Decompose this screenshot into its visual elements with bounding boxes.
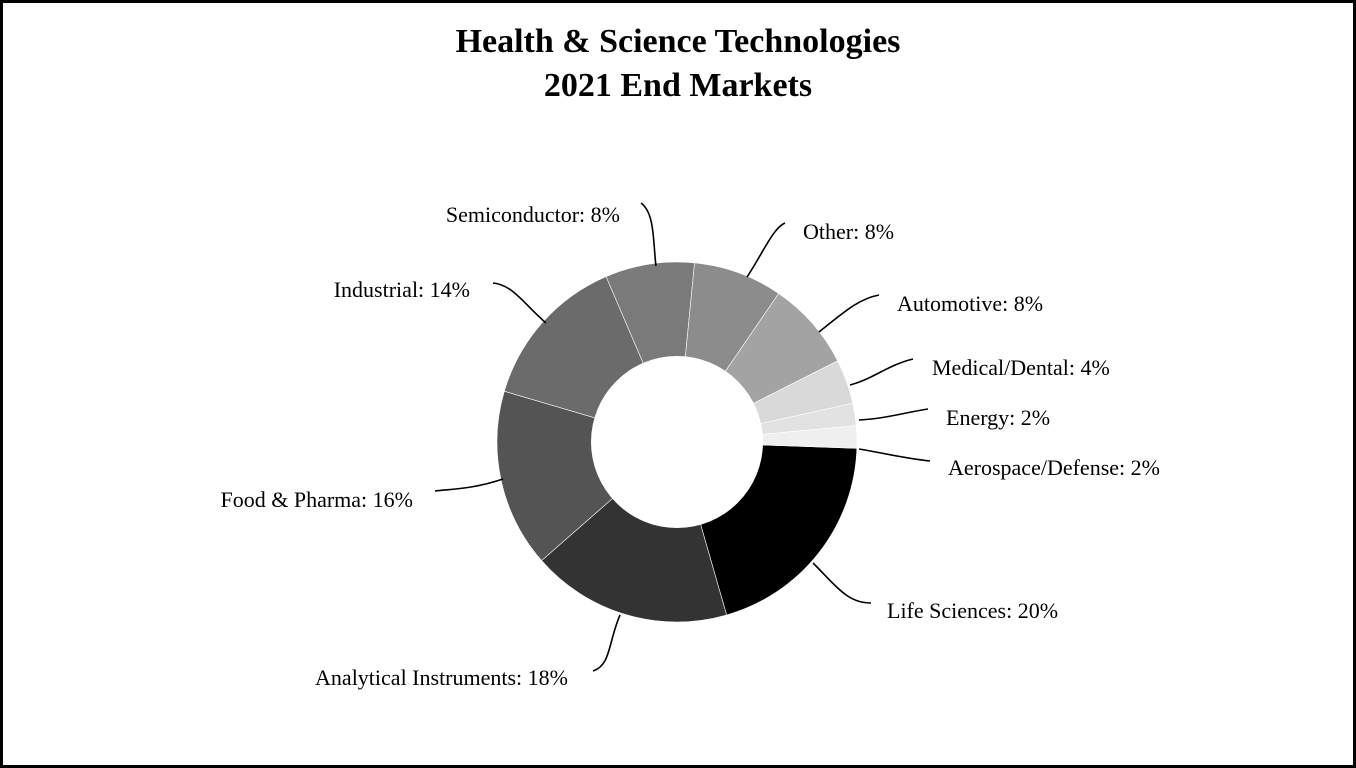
leader-line-semiconductor (640, 202, 657, 267)
leader-line-automotive (818, 294, 880, 333)
leader-line-other (746, 222, 786, 278)
leader-line-food-pharma (434, 478, 504, 492)
slice-label-food-pharma: Food & Pharma: 16% (221, 487, 414, 512)
labels-layer: Life Sciences: 20% Analytical Instruments… (221, 202, 1160, 690)
donut-chart: Life Sciences: 20% Analytical Instruments… (221, 202, 1160, 690)
slice-label-life-sciences: Life Sciences: 20% (887, 598, 1058, 623)
leader-line-life-sciences (812, 562, 872, 604)
slice-label-aerospace-defense: Aerospace/Defense: 2% (948, 455, 1160, 480)
slice-label-semiconductor: Semiconductor: 8% (446, 202, 620, 227)
slice-label-industrial: Industrial: 14% (334, 277, 470, 302)
chart-title: Health & Science Technologies 2021 End M… (3, 20, 1353, 108)
leader-line-energy (858, 408, 929, 421)
slice-label-energy: Energy: 2% (946, 405, 1050, 430)
slice-label-analytical-instruments: Analytical Instruments: 18% (315, 665, 568, 690)
slice-label-medical-dental: Medical/Dental: 4% (932, 355, 1110, 380)
leader-line-industrial (492, 282, 547, 324)
slice-label-automotive: Automotive: 8% (897, 291, 1043, 316)
leader-line-aerospace-defense (858, 448, 931, 462)
leader-line-medical-dental (849, 358, 914, 386)
chart-title-line-1: Health & Science Technologies (455, 23, 901, 60)
chart-title-line-2: 2021 End Markets (543, 67, 813, 104)
slice-label-other: Other: 8% (803, 219, 894, 244)
leader-line-analytical-instruments (592, 614, 621, 672)
donut-hole (591, 356, 763, 528)
leader-lines-layer (434, 202, 931, 672)
